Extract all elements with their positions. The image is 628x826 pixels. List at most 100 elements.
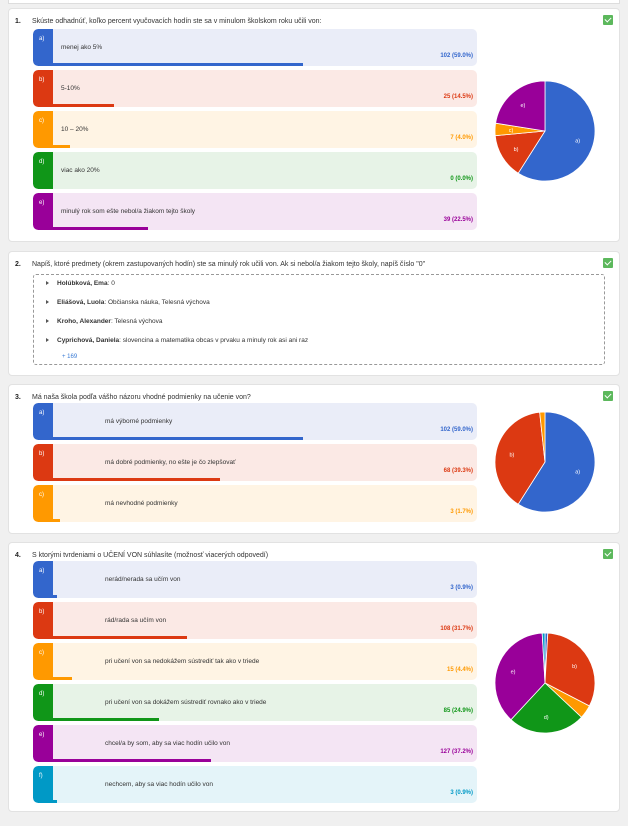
option-color-tab [33,485,53,522]
caret-right-icon [46,338,49,343]
option-result-bar [53,519,61,522]
option-count: 102 (59.0%) [440,427,473,433]
option-letter: b) [39,77,45,83]
option-color-tab [33,403,53,440]
option-count: 108 (31.7%) [440,626,473,632]
option-letter: c) [39,650,44,656]
option-letter: b) [39,609,45,615]
pie-slice-d [510,682,583,734]
option-b: b) má dobré podmienky, no ešte je čo zlep… [33,444,477,481]
option-text: pri učení von sa dokážem sústrediť rovna… [105,699,267,706]
option-text: nerád/nerada sa učím von [105,576,181,583]
option-color-tab [33,766,53,803]
checkmark-icon [603,258,613,268]
question-number: 3. [15,394,21,401]
more-answers-link[interactable]: + 169 [62,354,78,360]
option-letter: a) [39,36,45,42]
question-text: Skúste odhadnúť, koľko percent vyučovací… [32,18,322,25]
option-text: má nevhodné podmienky [105,500,178,507]
option-f: f) nechcem, aby sa viac hodín učilo von 3 … [33,766,477,803]
option-count: 39 (22.5%) [443,217,473,223]
option-text: rád/rada sa učím von [105,617,167,624]
option-result-bar [53,718,159,721]
answer-value: : Občianska náuka, Telesná výchova [104,299,210,306]
option-result-bar [53,677,72,680]
caret-right-icon [46,281,49,286]
option-count: 15 (4.4%) [446,667,473,673]
pie-slice-label: b) [514,147,519,153]
checkmark-icon [603,391,613,401]
option-count: 127 (37.2%) [440,749,473,755]
checkmark-icon [603,15,613,25]
pie-slice-label: a) [575,469,580,475]
option-color-tab [33,725,53,762]
option-text: chcel/a by som, aby sa viac hodín učilo … [105,740,231,747]
answer-value: : Telesná výchova [110,318,163,325]
pie-slice-b [544,632,596,707]
option-letter: d) [39,159,45,165]
option-color-tab [33,70,53,107]
option-e: e) chcel/a by som, aby sa viac hodín učil… [33,725,477,762]
answer-item[interactable]: Holúbková, Ema: 0 [46,280,115,287]
option-text: minulý rok som ešte nebol/a žiakom tejto… [61,208,196,215]
pie-slice-c [539,411,546,463]
pie-slice-a [517,411,596,513]
option-result-bar [53,800,57,803]
option-letter: e) [39,200,45,206]
question-number: 1. [15,18,21,25]
question-number: 2. [15,261,21,268]
answer-item[interactable]: Eliášová, Luola: Občianska náuka, Telesn… [46,299,210,306]
question-card-4: 4. S ktorými tvrdeniami o UČENÍ VON súhl… [8,542,620,812]
option-count: 68 (39.3%) [443,468,473,474]
option-text: menej ako 5% [61,44,103,51]
answer-value: : 0 [107,280,115,287]
answer-item[interactable]: Cyprichová, Daniela: slovencina a matema… [46,337,308,344]
option-count: 102 (59.0%) [440,53,473,59]
question-card-3: 3. Má naša škola podľa vášho názoru vhod… [8,384,620,534]
option-letter: b) [39,451,45,457]
pie-slice-label: e) [511,669,516,675]
option-c: c) pri učení von sa nedokážem sústrediť t… [33,643,477,680]
pie-slice-label: b) [509,452,514,458]
option-count: 85 (24.9%) [443,708,473,714]
checkmark-icon [603,549,613,559]
option-text: pri učení von sa nedokážem sústrediť tak… [105,658,260,665]
pie-slice-label: e) [520,103,525,109]
pie-chart: b) d) e) [494,632,596,734]
caret-right-icon [46,300,49,305]
question-number: 4. [15,552,21,559]
option-a: a) nerád/nerada sa učím von 3 (0.9%) [33,561,477,598]
option-count: 3 (0.9%) [450,585,473,591]
option-count: 7 (4.0%) [450,135,473,141]
option-count: 25 (14.5%) [443,94,473,100]
option-count: 3 (1.7%) [450,509,473,515]
question-text: S ktorými tvrdeniami o UČENÍ VON súhlasí… [32,552,269,559]
pie-slice-b [494,411,546,505]
option-letter: f) [39,773,43,779]
option-text: má výborné podmienky [105,418,173,425]
option-c: c) má nevhodné podmienky 3 (1.7%) [33,485,477,522]
pie-slice-f [541,632,546,684]
option-b: b) 5-10% 25 (14.5%) [33,70,477,107]
option-text: má dobré podmienky, no ešte je čo zlepšo… [105,459,236,466]
option-result-bar [53,145,70,148]
answer-name: Holúbková, Ema [57,280,108,287]
pie-slice-a [517,80,596,182]
option-result-bar [53,63,304,66]
pie-slice-label: b) [572,664,577,670]
option-text: 5-10% [61,85,80,92]
option-color-tab [33,643,53,680]
pie-slice-label: a) [575,138,580,144]
option-result-bar [53,595,57,598]
option-color-tab [33,684,53,721]
option-result-bar [53,636,188,639]
option-letter: c) [39,492,44,498]
option-a: a) menej ako 5% 102 (59.0%) [33,29,477,66]
option-color-tab [33,602,53,639]
option-letter: e) [39,732,45,738]
option-count: 3 (0.9%) [450,790,473,796]
option-d: d) viac ako 20% 0 (0.0%) [33,152,477,189]
option-letter: d) [39,691,45,697]
answer-item[interactable]: Kroho, Alexander: Telesná výchova [46,318,163,325]
answer-value: : slovencina a matematika obcas v prvaku… [119,337,309,344]
